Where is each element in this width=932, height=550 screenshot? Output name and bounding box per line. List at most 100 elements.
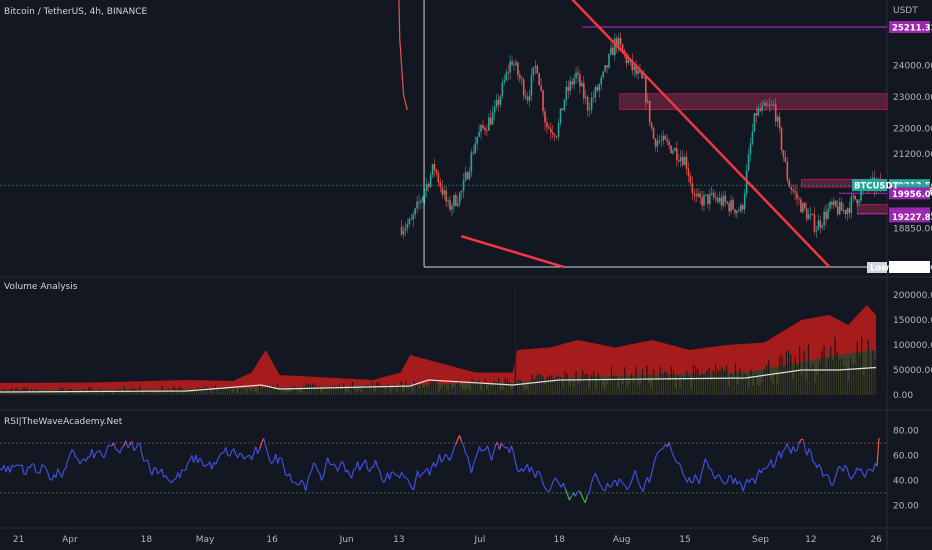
volume-bar	[458, 380, 460, 395]
volume-bar	[531, 374, 533, 395]
rsi-segment	[139, 443, 143, 454]
rsi-segment	[706, 462, 710, 469]
rsi-segment	[730, 475, 734, 484]
candle	[672, 150, 674, 154]
volume-bar	[845, 367, 847, 395]
rsi-segment	[600, 486, 604, 491]
candle	[809, 213, 812, 215]
rsi-segment	[445, 453, 448, 458]
volume-bar	[657, 379, 659, 395]
volume-bar	[557, 375, 560, 395]
rsi-segment	[486, 445, 491, 453]
rsi-segment	[47, 473, 51, 480]
rsi-segment	[361, 462, 365, 467]
volume-bar	[405, 381, 407, 395]
volume-bar	[852, 364, 854, 395]
rsi-segment	[654, 452, 658, 459]
candle	[557, 123, 560, 137]
candle	[418, 201, 420, 203]
volume-bar	[838, 361, 841, 395]
volume-bar	[19, 390, 22, 395]
rsi-segment	[209, 461, 213, 470]
rsi-segment	[416, 470, 421, 478]
volume-bar	[199, 388, 201, 395]
volume-bar	[400, 381, 402, 395]
candle	[522, 79, 525, 96]
candle	[714, 197, 717, 199]
price-pane[interactable]: 18850.0020000.0021200.0022000.0023000.00…	[0, 0, 932, 274]
volume-bar	[77, 390, 79, 395]
rsi-segment	[832, 477, 836, 486]
low-tag-bg	[867, 262, 887, 273]
volume-bar	[785, 351, 787, 395]
volume-bar	[597, 373, 599, 395]
volume-bar	[535, 375, 537, 395]
volume-bar	[247, 388, 250, 395]
volume-title[interactable]: Volume Analysis	[4, 282, 78, 292]
rsi-title[interactable]: RSI|TheWaveAcademy.Net	[4, 417, 123, 427]
volume-bar	[834, 337, 836, 395]
volume-bar	[506, 378, 509, 395]
candle	[581, 82, 583, 87]
volume-bar	[573, 386, 575, 395]
volume-bar	[407, 389, 409, 395]
rsi-segment	[364, 459, 369, 470]
volume-bar	[832, 360, 834, 395]
rsi-segment	[466, 455, 471, 465]
rsi-segment	[317, 470, 321, 474]
rsi-segment	[353, 467, 356, 471]
rsi-tick-2: 60.00	[893, 452, 919, 462]
rsi-segment	[386, 472, 391, 480]
volume-bar	[208, 388, 210, 395]
volume-bar	[482, 382, 484, 395]
volume-bar	[281, 389, 283, 395]
rsi-segment	[167, 478, 171, 482]
volume-bar	[427, 386, 429, 395]
volume-bar	[699, 375, 701, 395]
volume-bar	[115, 391, 117, 395]
volume-bar	[513, 383, 515, 395]
rsi-segment	[341, 461, 345, 464]
rsi-segment	[636, 478, 640, 485]
volume-bar	[181, 388, 183, 395]
candle	[646, 100, 649, 103]
rsi-segment	[872, 463, 876, 472]
volume-bar	[411, 391, 413, 395]
volume-pane[interactable]: 0.00 50000.00 100000.00 150000.00 200000.00	[0, 287, 932, 402]
symbol-title[interactable]: Bitcoin / TetherUS, 4h, BINANCE	[4, 7, 148, 17]
volume-bar	[309, 384, 312, 395]
candle	[670, 145, 672, 154]
volume-bar	[168, 388, 170, 395]
candle	[406, 224, 409, 229]
rsi-segment	[764, 467, 768, 470]
candle	[422, 196, 424, 201]
candle	[635, 66, 637, 74]
rsi-segment	[97, 450, 101, 452]
rsi-pane[interactable]: 20.00 40.00 60.00 80.00	[0, 427, 919, 512]
candle	[505, 72, 508, 81]
volume-bar	[546, 376, 548, 395]
rsi-segment	[826, 474, 830, 478]
volume-bar	[298, 392, 301, 395]
rsi-segment	[430, 462, 435, 468]
candle	[404, 228, 407, 231]
rsi-segment	[203, 464, 207, 468]
volume-bar	[197, 387, 199, 395]
candle	[633, 66, 635, 70]
volume-bar	[788, 350, 790, 395]
rsi-segment	[586, 492, 590, 496]
volume-bar	[526, 389, 529, 395]
rsi-segment	[337, 465, 341, 472]
time-tick-10: 15	[679, 535, 690, 545]
candle	[699, 193, 701, 198]
volume-bar	[779, 355, 781, 395]
rsi-segment	[217, 455, 221, 460]
volume-bar	[380, 387, 382, 395]
rsi-segment	[265, 446, 269, 454]
volume-bar	[232, 392, 234, 395]
rsi-segment	[423, 469, 427, 474]
rsi-segment	[299, 479, 303, 485]
volume-bar	[812, 363, 814, 395]
volume-bar	[830, 346, 832, 395]
